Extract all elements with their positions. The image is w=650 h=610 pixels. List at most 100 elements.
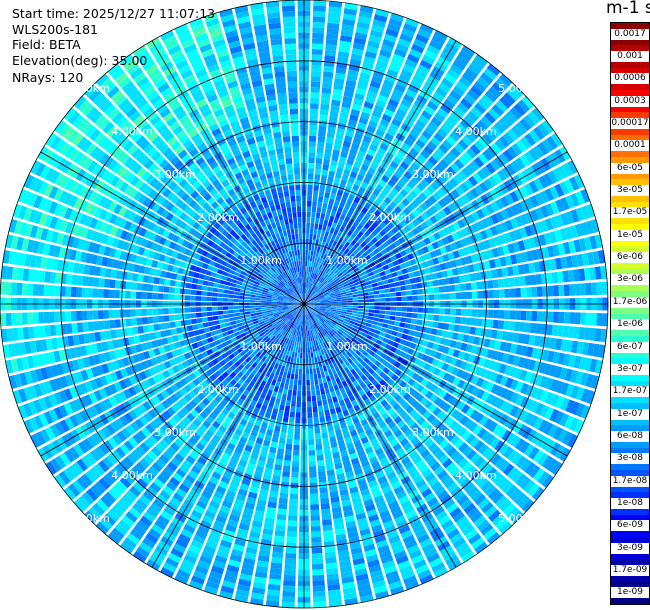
ray-gate [367,367,375,375]
ray-gate [404,353,412,361]
ray-gate [199,520,212,530]
ray-gate [497,118,510,131]
ray-gate [310,312,315,317]
ray-gate [519,154,531,167]
ray-gate [327,176,334,183]
ray-gate [333,401,340,408]
ray-gate [498,152,510,165]
ray-gate [329,362,335,370]
ray-gate [339,316,345,321]
ray-gate [425,274,432,281]
ray-gate [232,474,242,483]
ray-gate [525,384,534,397]
ray-gate [437,489,449,501]
ray-gate [388,320,395,326]
ray-gate [308,283,312,289]
ray-gate [267,584,281,591]
ray-gate [268,496,278,504]
ray-gate [510,84,524,98]
ray-gate [411,313,418,319]
ray-gate [309,114,319,120]
ray-gate [362,329,370,335]
ray-gate [269,573,282,580]
ray-gate [524,461,536,475]
ray-gate [503,365,512,376]
ray-gate [321,316,327,321]
ray-gate [335,339,342,346]
ray-gate [484,505,498,518]
ray-gate [311,65,322,72]
ray-gate [460,291,467,300]
ray-gate [325,248,330,255]
ray-gate [324,296,331,299]
ray-gate [308,357,312,364]
ray-gate [446,68,460,80]
ray-gate [321,393,327,400]
ray-gate [273,403,280,410]
ray-gate [292,450,300,456]
ray-gate [344,414,352,422]
ray-gate [462,352,471,362]
ray-gate [352,137,362,146]
ray-gate [564,368,573,382]
ray-gate [320,286,326,291]
ray-gate [203,485,215,495]
ray-gate [313,286,319,292]
ray-gate [328,6,342,14]
ray-gate [503,278,510,288]
ray-gate [450,162,461,173]
ray-gate [474,140,485,152]
ray-gate [267,501,277,509]
ray-gate [517,495,531,509]
ray-gate [396,520,409,530]
ray-gate [326,469,335,477]
ray-gate [249,486,259,494]
ray-gate [272,474,281,482]
ray-gate [351,496,362,505]
ray-gate [316,246,321,252]
ray-gate [323,448,331,455]
ray-gate [411,43,425,54]
ray-gate [485,381,495,392]
ray-gate [348,536,360,544]
ray-gate [342,271,349,277]
ray-gate [322,354,327,361]
ray-gate [325,308,331,311]
ray-gate [339,287,345,292]
ray-gate [329,227,335,234]
ray-gate [489,225,499,237]
ray-gate [349,148,358,156]
ray-gate [332,286,339,290]
ray-gate [279,492,289,499]
ray-gate [369,407,378,415]
ray-gate [176,569,191,580]
ray-gate [515,121,528,135]
ray-gate [425,381,434,390]
ray-gate [327,351,333,358]
ray-gate [362,386,370,394]
ray-gate [330,337,336,343]
ray-gate [457,379,466,389]
ray-gate [365,390,373,398]
ray-gate [330,309,336,312]
ray-gate [281,421,288,428]
ray-gate [368,251,376,258]
ray-gate [514,438,526,451]
ray-gate [315,251,320,258]
ray-gate [334,78,345,85]
ray-gate [510,343,518,354]
ray-gate [346,442,355,450]
ray-gate [283,460,291,467]
ray-gate [455,185,465,196]
ray-gate [390,346,397,353]
ray-gate [307,314,311,320]
ray-gate [325,268,331,274]
ray-gate [346,158,355,166]
ray-gate [354,507,365,515]
ray-gate [324,293,330,297]
ray-gate [514,407,524,420]
ray-gate [317,470,326,478]
ray-gate [372,333,380,339]
ray-gate [491,491,504,504]
ray-gate [344,234,350,242]
